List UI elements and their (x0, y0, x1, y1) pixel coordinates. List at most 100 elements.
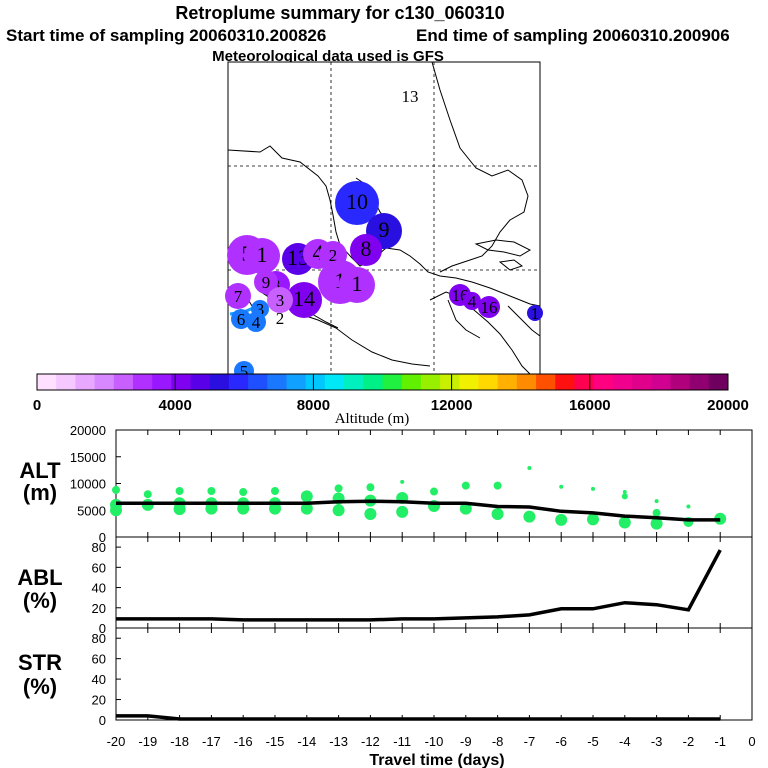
colorbar-cell (190, 374, 211, 390)
colorbar-cell (651, 374, 671, 390)
alt-spread-point (366, 483, 375, 492)
x-tick-label: -15 (266, 734, 285, 749)
map-plume-circle (350, 234, 382, 266)
map-plume-label: 4 (468, 292, 477, 311)
colorbar-tick-label: 16000 (569, 397, 611, 414)
colorbar-tick-label: 4000 (159, 397, 192, 414)
alt-spread-point (271, 486, 279, 495)
colorbar-cell (305, 374, 326, 390)
colorbar-cell (593, 374, 614, 390)
x-tick-label: -11 (393, 734, 411, 749)
time-series-panels: 20000150001000050000ALT(m)806040200ABL(%… (17, 423, 755, 749)
map-plume-label: 10 (346, 189, 368, 214)
x-tick-label: -16 (234, 734, 253, 749)
map-plume-circle (231, 309, 251, 329)
panel-unit-label: (%) (23, 588, 57, 613)
colorbar-cell (536, 374, 556, 390)
alt-spread-point (559, 484, 564, 489)
colorbar-cell (132, 374, 153, 390)
x-tick-label: -10 (425, 734, 444, 749)
alt-spread-point (650, 517, 663, 530)
colorbar-cell (56, 374, 76, 390)
map-plume-label: 6 (237, 310, 246, 329)
x-tick-label: -18 (170, 734, 189, 749)
alt-spread-point (110, 504, 122, 517)
x-tick-label: -8 (492, 734, 504, 749)
alt-spread-point (173, 503, 186, 516)
colorbar-cell (708, 374, 729, 390)
map-plume-circle (286, 282, 322, 318)
y-tick-label: 60 (92, 652, 106, 667)
alt-spread-point (400, 479, 405, 484)
map-panel: 1310985113421114893763245164161 (225, 61, 543, 381)
colorbar-cell (440, 374, 460, 390)
colorbar-cell (612, 374, 633, 390)
colorbar-ticks: 0 4000 8000 12000 16000 20000 (33, 374, 749, 414)
figure-title: Retroplume summary for c130_060310 (175, 3, 504, 23)
map-plume-label: 3 (256, 300, 265, 319)
x-tick-label: -17 (202, 734, 221, 749)
alt-spread-point (112, 485, 120, 494)
map-plume-circle (246, 312, 266, 332)
x-tick-label: -1 (714, 734, 726, 749)
map-plume-circle (225, 283, 251, 309)
map-plume-circle (339, 267, 375, 303)
alt-spread-point (237, 502, 250, 515)
colorbar-cell (324, 374, 345, 390)
panel-label: ALT (19, 458, 61, 483)
alt-spread-point (205, 502, 218, 515)
x-tick-label: -20 (107, 734, 126, 749)
y-tick-label: 20000 (70, 423, 106, 438)
x-tick-label: -13 (329, 734, 348, 749)
alt-spread-point (269, 502, 281, 515)
colorbar-cell (670, 374, 691, 390)
map-plume-label: 5 (240, 362, 249, 381)
alt-spread-point (652, 508, 661, 517)
alt-spread-point (207, 486, 216, 495)
start-time-label: Start time of sampling 20060310.200826 (6, 26, 326, 45)
alt-spread-point (175, 486, 184, 495)
y-tick-label: 0 (99, 621, 106, 636)
altitude-colorbar: 0 4000 8000 12000 16000 20000 Altitude (m) (33, 373, 749, 427)
end-time-label: End time of sampling 20060310.200906 (416, 26, 730, 45)
panel-label: STR (18, 650, 62, 675)
x-axis-label: Travel time (days) (369, 752, 504, 768)
alt-spread-point (555, 513, 568, 526)
x-tick-label: -7 (524, 734, 536, 749)
alt-spread-point (591, 486, 595, 491)
y-tick-label: 20 (92, 601, 106, 616)
colorbar-tick-label: 8000 (297, 397, 330, 414)
colorbar-cell (113, 374, 134, 390)
colorbar-cell (689, 374, 710, 390)
alt-spread-point (300, 502, 313, 515)
colorbar-cell (478, 374, 499, 390)
map-plume-label: 4 (252, 313, 261, 332)
colorbar-cells (37, 374, 729, 390)
colorbar-cell (267, 374, 287, 390)
colorbar-cell (344, 374, 364, 390)
alt-spread-point (300, 490, 313, 503)
alt-spread-point (523, 510, 536, 523)
colorbar-cell (574, 374, 595, 390)
x-tick-label: -2 (683, 734, 695, 749)
map-plume-label: 2 (329, 246, 338, 265)
x-tick-label: -6 (555, 734, 567, 749)
map-plume-label: 1 (352, 271, 363, 296)
met-data-label: Meteorological data used is GFS (212, 48, 444, 65)
colorbar-label: Altitude (m) (335, 411, 410, 427)
y-tick-label: 15000 (70, 450, 106, 465)
map-gridlines (228, 62, 540, 374)
map-plume-label: 4 (313, 240, 324, 265)
map-plume-label: 14 (293, 286, 315, 311)
alt-spread-point (459, 502, 472, 515)
colorbar-cell (37, 374, 57, 390)
colorbar-cell (209, 374, 230, 390)
x-tick-label: 0 (748, 734, 755, 749)
map-plume-circle (244, 238, 280, 274)
alt-spread-point (527, 465, 532, 470)
map-plume-circle (267, 287, 293, 313)
map-plume-circle (478, 296, 500, 318)
x-tick-label: -3 (651, 734, 663, 749)
colorbar-cell (382, 374, 403, 390)
